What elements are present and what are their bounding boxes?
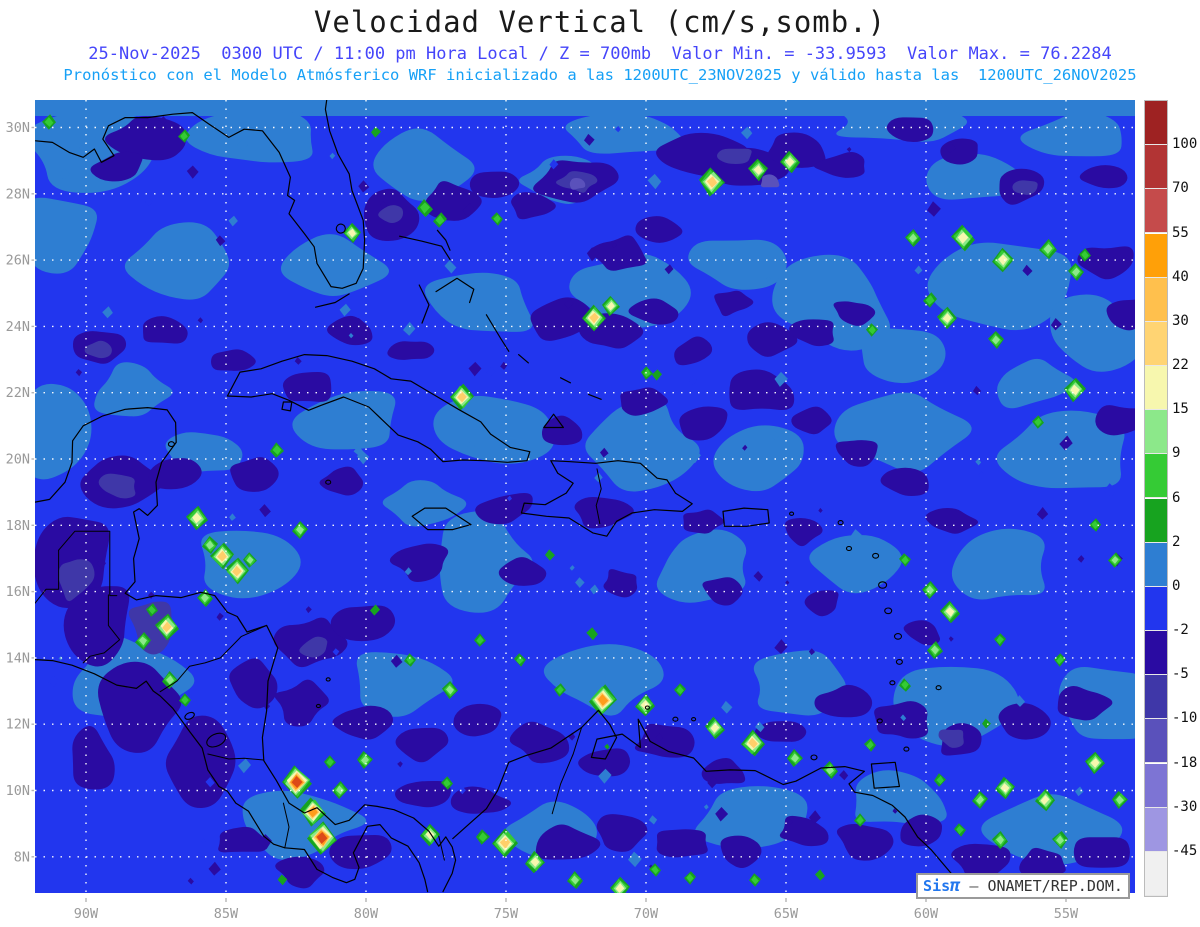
lat-tick-label: 22N [6,385,30,401]
colorbar-segment [1145,542,1167,587]
colorbar-tick-label: -45 [1172,842,1198,859]
colorbar-tick-label: 22 [1172,357,1189,373]
colorbar-segment [1145,277,1167,322]
colorbar-tick-label: 30 [1172,312,1189,329]
colorbar-tick-label: -30 [1172,798,1198,815]
lat-tick-label: 14N [6,650,30,666]
lon-tick-label: 55W [1054,906,1079,922]
colorbar-tick-label: 0 [1172,577,1181,594]
colorbar-segment [1145,807,1167,852]
watermark-org: ONAMET/REP.DOM. [987,877,1123,895]
lon-tick-label: 80W [354,906,379,922]
lon-tick-label: 85W [214,906,239,922]
lat-tick-label: 26N [6,253,30,269]
colorbar-tick-label: 55 [1172,224,1189,241]
colorbar-tick-label: 70 [1172,180,1189,197]
colorbar-tick-label: -18 [1172,754,1198,771]
colorbar-tick-label: 40 [1172,268,1189,285]
chart-subtitle-validtime: 25-Nov-2025 0300 UTC / 11:00 pm Hora Loc… [88,44,1112,64]
colorbar-segment [1145,763,1167,808]
colorbar-tick-label: 2 [1172,533,1181,550]
colorbar-segment [1145,410,1167,455]
colorbar-tick-label: 6 [1172,489,1181,506]
colorbar-segment [1145,366,1167,411]
chart-title: Velocidad Vertical (cm/s,somb.) [313,5,887,39]
lat-tick-label: 30N [6,120,30,136]
colorbar-tick-label: -5 [1172,666,1189,683]
colorbar-segment [1145,498,1167,543]
colorbar-segment [1145,101,1167,146]
colorbar-segment [1145,675,1167,720]
lat-tick-label: 16N [6,584,30,600]
lon-tick-label: 60W [914,906,939,922]
colorbar-segment [1145,719,1167,764]
lat-tick-label: 8N [14,849,30,865]
colorbar-segment [1145,145,1167,190]
colorbar-segment [1145,189,1167,234]
colorbar [1144,100,1168,897]
pi-icon: π [950,876,961,896]
colorbar-tick-label: 100 [1172,136,1198,153]
lat-tick-label: 24N [6,319,30,335]
colorbar-tick-label: 15 [1172,401,1189,418]
colorbar-tick-label: -2 [1172,622,1189,638]
lon-tick-label: 75W [494,906,519,922]
colorbar-tick-label: 9 [1172,445,1181,462]
lat-tick-label: 10N [6,783,30,799]
lat-tick-label: 20N [6,452,30,468]
colorbar-segment [1145,233,1167,278]
colorbar-segment [1145,631,1167,676]
lon-tick-label: 65W [774,906,799,922]
watermark-dash: — [960,877,988,895]
lon-tick-label: 90W [74,906,99,922]
lat-tick-label: 12N [6,717,30,733]
colorbar-segment [1145,586,1167,631]
chart-subtitle-model: Pronóstico con el Modelo Atmósferico WRF… [63,66,1137,84]
watermark-brand: Sis [923,877,951,895]
watermark-badge: Sis π — ONAMET/REP.DOM. [916,873,1130,899]
lat-tick-label: 28N [6,186,30,202]
lon-tick-label: 70W [634,906,659,922]
colorbar-segment [1145,454,1167,499]
colorbar-segment [1145,851,1167,896]
colorbar-tick-label: -10 [1172,710,1198,727]
colorbar-segment [1145,321,1167,366]
lat-tick-label: 18N [6,518,30,534]
